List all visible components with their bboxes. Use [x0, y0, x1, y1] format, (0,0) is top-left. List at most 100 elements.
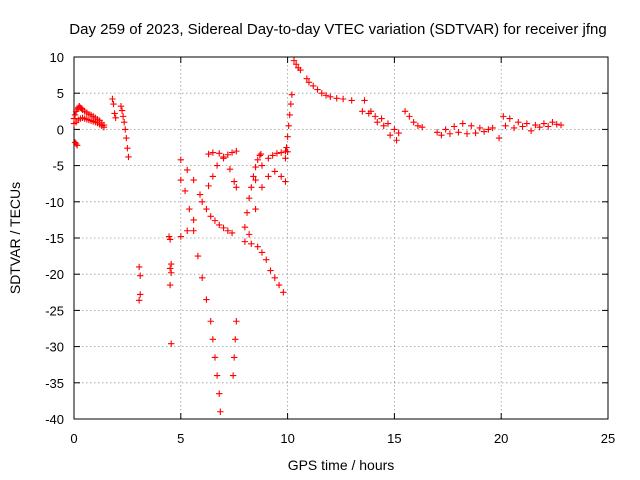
data-point — [209, 173, 217, 180]
data-point — [361, 97, 368, 104]
data-point — [480, 128, 488, 135]
data-point — [318, 90, 325, 97]
data-point — [506, 115, 513, 122]
data-point — [194, 252, 202, 260]
data-point — [297, 66, 304, 74]
data-point — [190, 216, 197, 224]
data-point — [233, 147, 240, 155]
data-point — [213, 162, 221, 169]
data-point — [177, 156, 184, 164]
data-point — [386, 131, 394, 139]
data-point — [292, 61, 300, 68]
y-tick-label: 10 — [50, 50, 64, 65]
data-point — [395, 129, 402, 137]
data-point — [327, 93, 334, 101]
data-point — [348, 97, 355, 104]
data-point — [229, 372, 237, 379]
data-points — [70, 57, 565, 415]
series-arc-21 — [361, 97, 400, 144]
data-point — [122, 126, 129, 133]
data-point — [280, 289, 287, 296]
data-point — [282, 178, 289, 185]
data-point — [374, 118, 381, 126]
y-tick-label: -35 — [45, 376, 64, 391]
x-tick-label: 15 — [387, 431, 401, 446]
y-tick-label: -40 — [45, 412, 64, 427]
data-point — [256, 152, 264, 159]
data-point — [290, 57, 298, 64]
data-point — [393, 137, 400, 144]
series-arc-6 — [135, 263, 144, 304]
data-point — [271, 168, 278, 175]
data-point — [540, 120, 548, 127]
data-point — [414, 122, 422, 129]
data-point — [277, 173, 285, 180]
y-tick-label: -10 — [45, 195, 64, 210]
data-point — [216, 221, 223, 229]
data-point — [283, 144, 290, 151]
data-point — [209, 149, 217, 156]
data-point — [120, 118, 128, 126]
data-point — [269, 152, 276, 159]
data-point — [510, 124, 518, 132]
data-point — [523, 120, 531, 127]
x-tick-label: 5 — [177, 431, 184, 446]
data-point — [184, 166, 191, 174]
series-arc-16 — [252, 147, 291, 184]
data-point — [275, 281, 283, 289]
data-point — [198, 198, 206, 205]
data-point — [359, 108, 366, 115]
data-point — [489, 124, 496, 132]
data-point — [532, 121, 539, 129]
data-point — [228, 229, 236, 237]
data-point — [137, 291, 144, 298]
series-arc-22 — [401, 108, 426, 131]
data-point — [378, 115, 385, 122]
x-tick-label: 0 — [70, 431, 77, 446]
data-point — [265, 173, 272, 180]
y-tick-label: -5 — [52, 159, 64, 174]
data-point — [410, 118, 417, 126]
data-point — [123, 134, 130, 142]
data-point — [248, 240, 255, 247]
data-point — [220, 153, 227, 161]
data-point — [305, 79, 313, 86]
data-point — [303, 75, 311, 82]
data-point — [205, 150, 212, 158]
data-point — [216, 150, 223, 157]
data-point — [124, 145, 131, 152]
data-point — [250, 173, 257, 180]
y-tick-label: -25 — [45, 303, 64, 318]
data-point — [233, 318, 240, 325]
data-point — [232, 336, 239, 343]
data-point — [455, 129, 462, 136]
data-point — [166, 265, 174, 272]
data-point — [110, 100, 117, 108]
data-point — [241, 223, 249, 231]
data-point — [125, 153, 132, 161]
data-point — [252, 205, 259, 213]
data-point — [224, 151, 231, 158]
data-point — [78, 105, 85, 112]
data-point — [241, 238, 249, 245]
series-arc-24 — [438, 124, 503, 142]
data-point — [284, 133, 291, 140]
data-point — [258, 162, 266, 169]
series-arc-3 — [71, 139, 81, 149]
series-arc-18 — [290, 57, 304, 74]
data-point — [190, 227, 197, 234]
data-point — [205, 182, 212, 190]
series-arc-5 — [117, 103, 132, 161]
data-point — [553, 121, 560, 128]
series-arc-8 — [177, 156, 236, 237]
data-point — [166, 236, 174, 243]
data-point — [544, 123, 552, 130]
x-tick-label: 10 — [280, 431, 294, 446]
series-arc-25 — [500, 113, 565, 129]
data-point — [265, 155, 272, 162]
data-point — [165, 233, 173, 240]
data-point — [333, 95, 340, 102]
data-point — [177, 233, 184, 240]
series-arc-19 — [303, 75, 355, 104]
